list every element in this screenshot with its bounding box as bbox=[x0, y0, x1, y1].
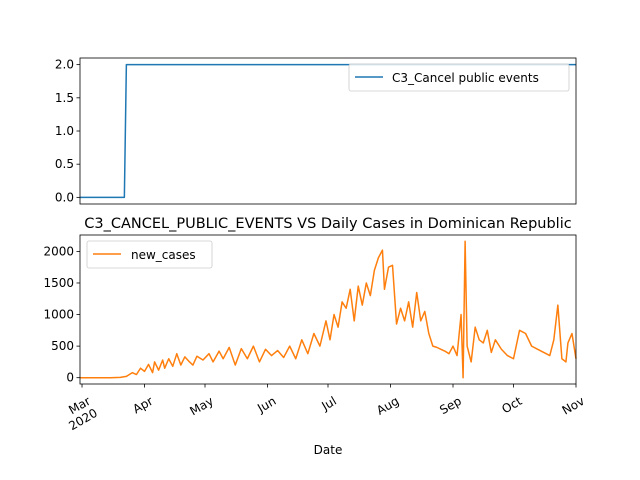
bottom-y-tick-label: 500 bbox=[51, 339, 74, 353]
bottom-y-ticks: 0 500 1000 1500 2000 bbox=[43, 244, 80, 385]
top-subplot: 0.0 0.5 1.0 1.5 2.0 C3_Cancel public events bbox=[55, 57, 577, 205]
bottom-x-tick-label: Jul bbox=[318, 394, 338, 414]
bottom-y-tick-label: 1500 bbox=[43, 276, 74, 290]
bottom-y-tick-label: 1000 bbox=[43, 308, 74, 322]
top-legend-label: C3_Cancel public events bbox=[392, 71, 539, 85]
top-y-ticks: 0.0 0.5 1.0 1.5 2.0 bbox=[55, 58, 80, 204]
bottom-y-tick-label: 0 bbox=[66, 371, 74, 385]
bottom-series-layer bbox=[80, 240, 577, 379]
top-y-tick-label: 1.5 bbox=[55, 91, 74, 105]
top-y-tick-label: 2.0 bbox=[55, 58, 74, 72]
x-axis-label: Date bbox=[314, 443, 343, 457]
bottom-legend: new_cases bbox=[86, 240, 213, 269]
chart-title: C3_CANCEL_PUBLIC_EVENTS VS Daily Cases i… bbox=[84, 216, 571, 232]
top-legend-box bbox=[348, 63, 570, 92]
top-y-tick-label: 1.0 bbox=[55, 124, 74, 138]
bottom-legend-box bbox=[86, 240, 213, 269]
bottom-legend-label: new_cases bbox=[131, 248, 196, 262]
top-y-tick-label: 0.5 bbox=[55, 157, 74, 171]
bottom-y-tick-label: 2000 bbox=[43, 244, 74, 258]
top-legend: C3_Cancel public events bbox=[348, 63, 570, 92]
bottom-series-line-0 bbox=[80, 240, 577, 379]
top-y-tick-label: 0.0 bbox=[55, 190, 74, 204]
